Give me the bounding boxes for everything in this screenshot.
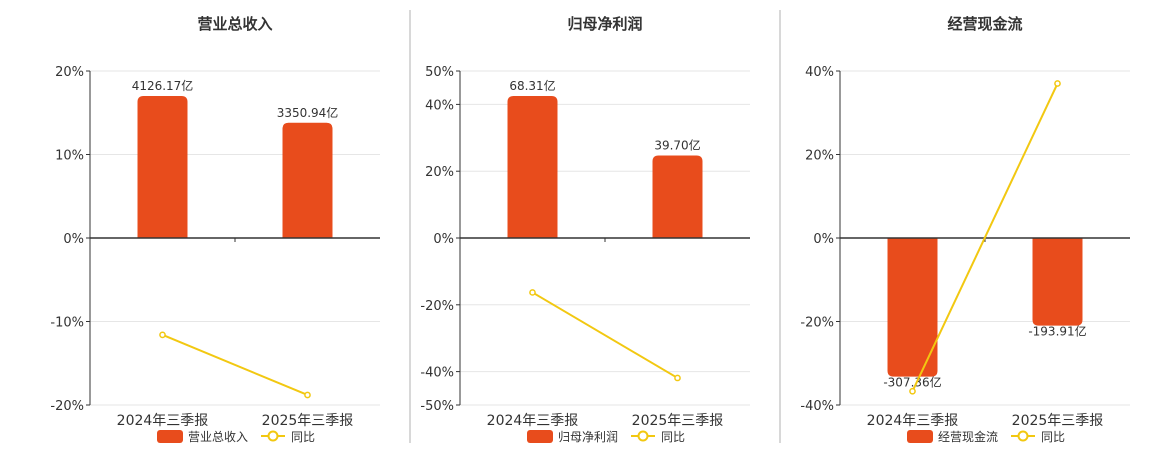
yoy-line: [162, 333, 308, 396]
yoy-point: [1054, 80, 1061, 87]
y-tick-label: -50%: [420, 399, 454, 414]
legend-bar-label: 归母净利润: [558, 430, 618, 444]
x-category-label: 2025年三季报: [262, 413, 354, 429]
legend-line-marker: [1017, 430, 1029, 442]
chart-title: 经营现金流: [947, 15, 1022, 33]
y-tick-label: 20%: [805, 149, 834, 164]
y-tick-label: -40%: [800, 399, 834, 414]
y-tick-label: 0%: [813, 232, 834, 247]
yoy-point: [304, 391, 311, 399]
bar: [887, 238, 938, 377]
legend-line-label: 同比: [291, 430, 315, 444]
y-tick-label: 40%: [425, 98, 454, 113]
legend-bar-label: 营业总收入: [188, 430, 248, 444]
y-tick-label: 0%: [433, 232, 454, 247]
bar: [507, 96, 558, 238]
x-category-label: 2025年三季报: [1012, 413, 1104, 429]
bar: [137, 96, 188, 238]
yoy-line: [531, 291, 679, 379]
y-tick-label: 10%: [55, 149, 84, 164]
legend-bar-swatch: [157, 430, 183, 443]
chart-title: 营业总收入: [197, 15, 272, 33]
bar-value-label: -193.91亿: [1028, 324, 1086, 339]
bar: [282, 122, 333, 238]
legend-line-label: 同比: [1041, 430, 1065, 444]
y-tick-label: 40%: [805, 65, 834, 80]
legend: 营业总收入 同比: [157, 430, 315, 444]
chart-panel-3: 经营现金流 -40% -20% 0% 20% 40% -307.36亿 -193.91亿 202…: [800, 15, 1130, 444]
x-category-label: 2024年三季报: [117, 413, 209, 429]
legend: 经营现金流 同比: [907, 429, 1065, 444]
yoy-point: [909, 387, 916, 395]
yoy-point: [529, 289, 536, 296]
yoy-line: [911, 83, 1059, 392]
bar-value-label: 3350.94亿: [277, 105, 339, 120]
bar-value-label: 39.70亿: [654, 138, 700, 153]
bar-value-label: 4126.17亿: [132, 78, 194, 93]
y-tick-label: -40%: [420, 366, 454, 381]
chart-panel-2: 归母净利润 -50% -40% -20% 0% 20% 40% 50% 68.31亿 39.70亿…: [420, 15, 750, 444]
legend-bar-swatch: [907, 430, 933, 443]
y-tick-label: -10%: [50, 316, 84, 331]
legend-bar-label: 经营现金流: [938, 429, 998, 444]
y-tick-label: 20%: [425, 165, 454, 180]
y-tick-label: 20%: [55, 65, 84, 80]
yoy-point: [159, 331, 166, 339]
x-category-label: 2024年三季报: [487, 413, 579, 429]
y-tick-label: -20%: [800, 316, 834, 331]
y-tick-label: -20%: [50, 399, 84, 414]
bar-value-label: 68.31亿: [509, 78, 555, 93]
x-category-label: 2024年三季报: [867, 413, 959, 429]
legend-line-marker: [637, 430, 649, 442]
chart-panel-1: 营业总收入 -20% -10% 0% 10% 20% 4126.17亿 3350.94亿 202…: [50, 15, 380, 444]
x-category-label: 2025年三季报: [632, 413, 724, 429]
y-tick-label: -20%: [420, 299, 454, 314]
chart-title: 归母净利润: [567, 15, 642, 33]
y-tick-label: 0%: [63, 232, 84, 247]
bar: [1032, 238, 1083, 326]
legend-bar-swatch: [527, 430, 553, 443]
legend-line-label: 同比: [661, 430, 685, 444]
y-tick-label: 50%: [425, 65, 454, 80]
legend: 归母净利润 同比: [527, 430, 685, 444]
bar-value-label: -307.36亿: [883, 375, 941, 390]
legend-line-marker: [267, 430, 279, 442]
yoy-point: [674, 374, 681, 382]
bar: [652, 155, 703, 238]
